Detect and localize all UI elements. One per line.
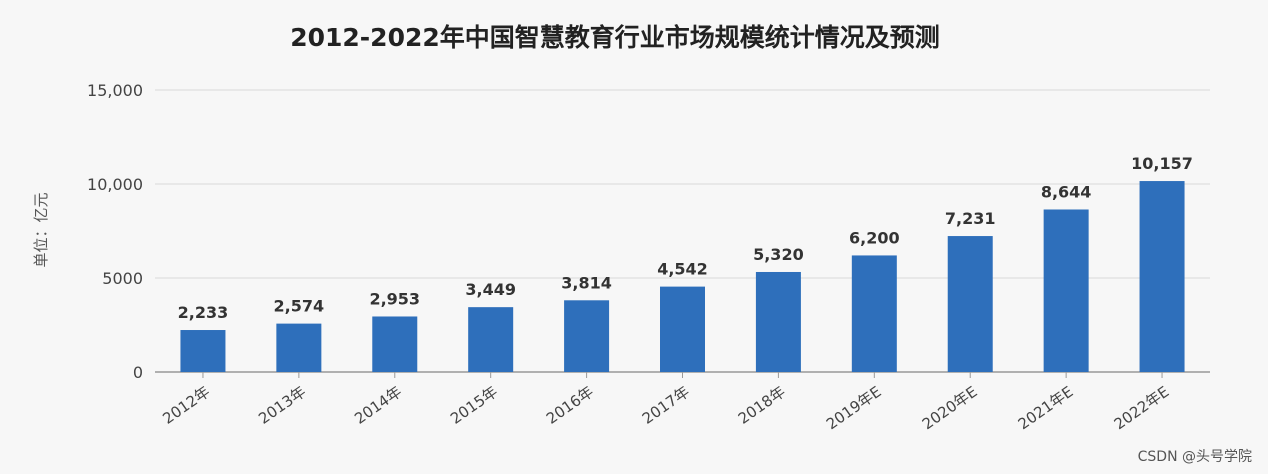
- x-tick-label: 2022年E: [1111, 383, 1173, 434]
- x-tick-label: 2012年: [159, 383, 213, 428]
- x-tick-label: 2019年E: [823, 383, 885, 434]
- y-tick-label: 15,000: [87, 81, 143, 100]
- x-tick-label: 2013年: [255, 383, 309, 428]
- bar: [755, 271, 801, 372]
- x-tick-label: 2021年E: [1015, 383, 1077, 434]
- bar: [660, 286, 705, 372]
- chart-title: 2012-2022年中国智慧教育行业市场规模统计情况及预测: [290, 23, 940, 52]
- data-label: 2,233: [178, 303, 229, 322]
- y-tick-label: 5000: [102, 269, 143, 288]
- y-axis-ticks: 0 5000 10,000 15,000: [87, 81, 143, 382]
- data-label: 3,814: [561, 273, 612, 292]
- bar: [851, 255, 897, 372]
- y-tick-label: 0: [133, 363, 143, 382]
- x-axis-ticks: 2012年 2013年 2014年 2015年 2016年 2017年 2018年 2019年…: [159, 372, 1172, 433]
- data-label: 6,200: [849, 228, 900, 247]
- x-tick-label: 2015年: [447, 383, 501, 428]
- bar: [468, 307, 514, 372]
- bar: [276, 323, 322, 372]
- bar: [564, 300, 610, 372]
- y-tick-label: 10,000: [87, 175, 143, 194]
- data-label: 10,157: [1131, 154, 1193, 173]
- x-tick-label: 2014年: [351, 383, 405, 428]
- bar: [180, 330, 226, 372]
- data-label: 3,449: [465, 280, 516, 299]
- data-label: 5,320: [753, 245, 804, 264]
- bar: [1139, 181, 1185, 372]
- x-tick-label: 2017年: [639, 383, 693, 428]
- data-label: 4,542: [657, 260, 708, 279]
- x-tick-label: 2020年E: [919, 383, 981, 434]
- x-tick-label: 2018年: [735, 383, 789, 428]
- bar: [947, 236, 993, 372]
- data-label: 8,644: [1041, 182, 1092, 201]
- data-label: 7,231: [945, 209, 996, 228]
- y-axis-label: 单位：亿元: [32, 192, 50, 267]
- data-labels: 2,233 2,574 2,953 3,449 3,814 4,542 5,320 6,200…: [178, 154, 1193, 322]
- watermark: CSDN @头号学院: [1137, 449, 1252, 465]
- bar: [372, 316, 418, 372]
- bar: [1043, 209, 1089, 372]
- bars: [180, 181, 1185, 372]
- data-label: 2,574: [274, 297, 325, 316]
- x-tick-label: 2016年: [543, 383, 597, 428]
- data-label: 2,953: [369, 289, 420, 308]
